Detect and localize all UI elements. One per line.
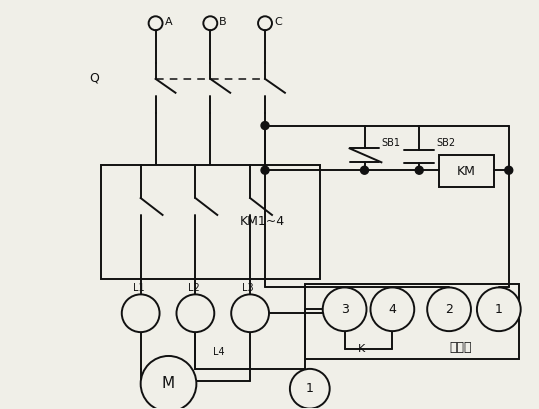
Text: 1: 1	[306, 382, 314, 395]
Text: L4: L4	[213, 347, 225, 357]
Circle shape	[290, 369, 330, 409]
Text: L3: L3	[243, 283, 254, 294]
Circle shape	[141, 356, 196, 409]
Text: 4: 4	[389, 303, 396, 316]
Text: 1: 1	[495, 303, 503, 316]
Text: Q: Q	[89, 71, 99, 84]
Text: SB2: SB2	[436, 138, 455, 148]
Circle shape	[427, 288, 471, 331]
Circle shape	[231, 294, 269, 332]
Text: KM: KM	[457, 165, 476, 178]
Circle shape	[261, 121, 269, 130]
Circle shape	[505, 166, 513, 174]
Text: KM1~4: KM1~4	[240, 216, 285, 228]
Text: K: K	[357, 344, 365, 354]
Text: C: C	[274, 17, 282, 27]
Text: 保护器: 保护器	[449, 341, 472, 353]
Circle shape	[261, 166, 269, 174]
Circle shape	[477, 288, 521, 331]
Text: B: B	[219, 17, 227, 27]
Circle shape	[323, 288, 367, 331]
Circle shape	[415, 166, 423, 174]
Bar	[439, 155, 494, 187]
Text: M: M	[162, 376, 175, 391]
Text: A: A	[164, 17, 172, 27]
Circle shape	[122, 294, 160, 332]
Circle shape	[176, 294, 215, 332]
Text: 2: 2	[445, 303, 453, 316]
Text: 3: 3	[341, 303, 349, 316]
Bar	[305, 284, 519, 359]
Circle shape	[370, 288, 414, 331]
Text: SB1: SB1	[382, 138, 400, 148]
Text: L2: L2	[188, 283, 199, 294]
Bar	[101, 165, 320, 279]
Circle shape	[361, 166, 369, 174]
Text: L1: L1	[133, 283, 144, 294]
